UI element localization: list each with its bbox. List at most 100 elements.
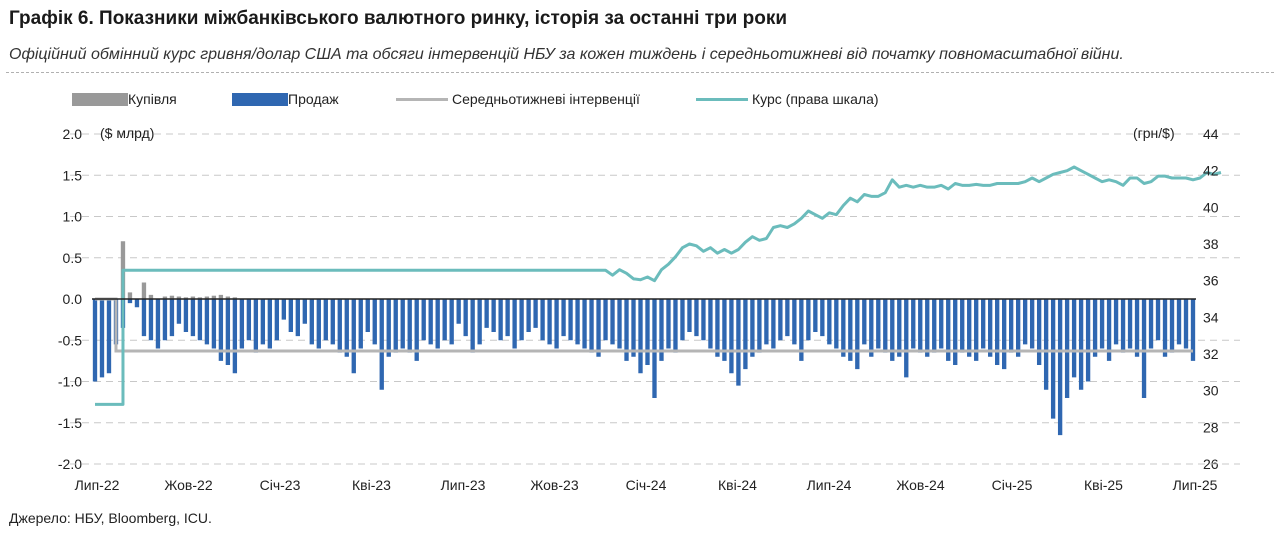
- sell-bar: [260, 299, 266, 345]
- sell-bar: [379, 299, 384, 390]
- sell-bar: [295, 299, 300, 337]
- sell-bar: [1015, 299, 1021, 357]
- sell-bar: [1106, 299, 1112, 361]
- sell-bar: [617, 299, 622, 349]
- sell-bar: [211, 299, 217, 349]
- sell-bar: [799, 299, 804, 361]
- sell-bar: [953, 299, 958, 365]
- sell-bar: [785, 299, 790, 337]
- sell-bar: [575, 299, 580, 345]
- sell-bar: [400, 299, 405, 349]
- sell-bar: [274, 299, 280, 341]
- right-tick-label: 44: [1203, 126, 1219, 142]
- sell-bar: [316, 299, 321, 349]
- sell-bar: [134, 299, 140, 308]
- buy-bar: [204, 296, 210, 299]
- sell-bar: [883, 299, 888, 353]
- sell-bar: [904, 299, 909, 378]
- legend-swatch-buy: [72, 93, 128, 106]
- sell-bar: [407, 299, 412, 353]
- sell-bar: [176, 299, 182, 324]
- sell-bar: [687, 299, 692, 332]
- sell-bar: [708, 299, 713, 349]
- left-axis-label: ($ млрд): [100, 125, 154, 141]
- buy-bar: [218, 294, 224, 299]
- sell-bar: [876, 299, 881, 349]
- left-tick-label: 0.0: [63, 291, 83, 307]
- sell-bar: [757, 299, 762, 353]
- sell-bar: [519, 299, 524, 341]
- legend-label-sell: Продаж: [288, 91, 339, 107]
- sell-bar: [918, 299, 923, 353]
- avg-intervention-line: [95, 297, 1193, 353]
- legend-swatch-avg: [396, 98, 448, 101]
- sell-bar: [253, 299, 259, 353]
- sell-bar: [932, 299, 937, 353]
- sell-bar: [736, 299, 741, 386]
- sell-bar: [498, 299, 503, 341]
- sell-bar: [197, 299, 203, 341]
- sell-bar: [1071, 299, 1077, 378]
- sell-bar: [701, 299, 706, 341]
- sell-bar: [582, 299, 587, 349]
- sell-bar: [225, 299, 231, 365]
- sell-bar: [204, 299, 210, 345]
- sell-bar: [218, 299, 224, 361]
- sell-bar: [414, 299, 419, 361]
- sell-bar: [169, 299, 175, 337]
- sell-bar: [1141, 299, 1147, 398]
- sell-bar: [869, 299, 874, 357]
- sell-bar: [841, 299, 846, 357]
- sell-bar: [561, 299, 566, 337]
- sell-bar: [946, 299, 951, 361]
- sell-bar: [596, 299, 601, 357]
- sell-bar: [792, 299, 797, 345]
- sell-bar: [1099, 299, 1105, 349]
- sell-bar: [526, 299, 531, 332]
- x-tick-label: Лип-22: [75, 477, 120, 493]
- sell-bar: [428, 299, 433, 345]
- right-tick-label: 34: [1203, 309, 1219, 325]
- sell-bar: [1022, 299, 1028, 345]
- buy-bar: [225, 296, 231, 299]
- legend-label-avg: Середньотижневі інтервенції: [452, 91, 640, 107]
- sell-bar: [974, 299, 979, 361]
- sell-bar: [1092, 299, 1098, 357]
- sell-bar: [491, 299, 496, 332]
- left-tick-label: 2.0: [63, 126, 83, 142]
- sell-bar: [449, 299, 454, 345]
- buy-bar: [162, 296, 168, 299]
- buy-bar: [232, 297, 238, 299]
- sell-bar: [1190, 299, 1196, 361]
- sell-bar: [827, 299, 832, 345]
- sell-bar: [568, 299, 573, 341]
- x-tick-label: Жов-23: [530, 477, 578, 493]
- sell-bar: [694, 299, 699, 337]
- sell-bar: [92, 299, 98, 382]
- sell-bar: [848, 299, 853, 361]
- sell-bar: [288, 299, 293, 332]
- x-tick-label: Кві-24: [718, 477, 757, 493]
- sell-bar: [1064, 299, 1070, 398]
- sell-bar: [771, 299, 776, 349]
- sell-bar: [1008, 299, 1014, 353]
- sell-bar: [897, 299, 902, 357]
- sell-bar: [1162, 299, 1168, 357]
- left-tick-label: 1.5: [63, 167, 83, 183]
- x-tick-label: Жов-22: [164, 477, 212, 493]
- sell-bar: [722, 299, 727, 361]
- sell-bar: [610, 299, 615, 345]
- sell-bar: [1183, 299, 1189, 349]
- legend-label-rate: Курс (права шкала): [752, 91, 879, 107]
- buy-bar: [169, 295, 175, 299]
- buy-bar: [183, 297, 189, 299]
- sell-bar: [386, 299, 391, 357]
- sell-bar: [232, 299, 238, 374]
- sell-bar: [365, 299, 370, 332]
- sell-bar: [1036, 299, 1042, 365]
- buy-bar: [197, 297, 203, 299]
- x-tick-label: Жов-24: [896, 477, 944, 493]
- sell-bar: [323, 299, 328, 341]
- sell-bar: [358, 299, 363, 349]
